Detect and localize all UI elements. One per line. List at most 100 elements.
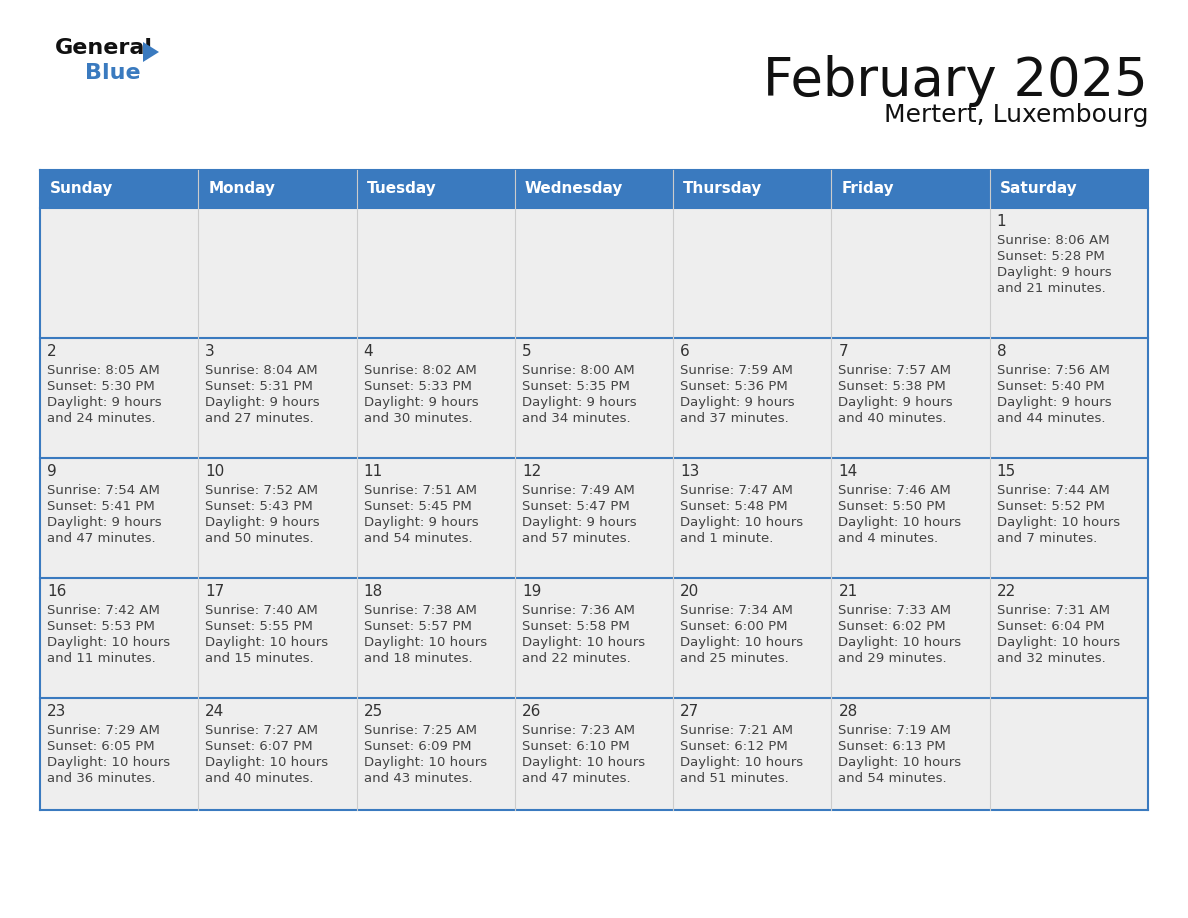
Bar — [990, 578, 1148, 698]
Text: and 15 minutes.: and 15 minutes. — [206, 652, 314, 665]
Text: Sunset: 5:38 PM: Sunset: 5:38 PM — [839, 380, 946, 393]
Bar — [832, 208, 990, 338]
Text: Sunrise: 7:54 AM: Sunrise: 7:54 AM — [48, 484, 160, 497]
Text: Sunset: 5:41 PM: Sunset: 5:41 PM — [48, 500, 154, 513]
Text: Daylight: 10 hours: Daylight: 10 hours — [364, 636, 487, 649]
Text: and 30 minutes.: and 30 minutes. — [364, 412, 472, 425]
Text: Sunset: 5:52 PM: Sunset: 5:52 PM — [997, 500, 1105, 513]
Text: Sunset: 6:12 PM: Sunset: 6:12 PM — [681, 740, 788, 753]
Text: Daylight: 10 hours: Daylight: 10 hours — [839, 516, 961, 529]
Bar — [198, 578, 356, 698]
Bar — [356, 458, 514, 578]
Text: 13: 13 — [681, 464, 700, 479]
Text: Sunrise: 7:51 AM: Sunrise: 7:51 AM — [364, 484, 476, 497]
Text: Daylight: 10 hours: Daylight: 10 hours — [522, 636, 645, 649]
Text: Daylight: 9 hours: Daylight: 9 hours — [522, 516, 637, 529]
Text: 22: 22 — [997, 584, 1016, 599]
Text: Daylight: 9 hours: Daylight: 9 hours — [522, 396, 637, 409]
Bar — [198, 208, 356, 338]
Bar — [198, 698, 356, 810]
Text: Sunrise: 7:33 AM: Sunrise: 7:33 AM — [839, 604, 952, 617]
Text: Daylight: 10 hours: Daylight: 10 hours — [522, 756, 645, 769]
Text: Sunset: 5:36 PM: Sunset: 5:36 PM — [681, 380, 788, 393]
Text: and 43 minutes.: and 43 minutes. — [364, 772, 472, 785]
Text: 4: 4 — [364, 344, 373, 359]
Bar — [514, 458, 674, 578]
Text: Daylight: 10 hours: Daylight: 10 hours — [48, 636, 170, 649]
Text: Sunrise: 7:47 AM: Sunrise: 7:47 AM — [681, 484, 794, 497]
Text: Sunset: 5:28 PM: Sunset: 5:28 PM — [997, 250, 1105, 263]
Text: Sunrise: 7:46 AM: Sunrise: 7:46 AM — [839, 484, 952, 497]
Text: February 2025: February 2025 — [763, 55, 1148, 107]
Text: and 47 minutes.: and 47 minutes. — [522, 772, 631, 785]
Text: Sunrise: 7:40 AM: Sunrise: 7:40 AM — [206, 604, 318, 617]
Text: 27: 27 — [681, 704, 700, 719]
Text: and 34 minutes.: and 34 minutes. — [522, 412, 631, 425]
Bar — [40, 458, 198, 578]
Bar — [832, 578, 990, 698]
Text: Sunset: 6:09 PM: Sunset: 6:09 PM — [364, 740, 472, 753]
Text: Sunrise: 7:25 AM: Sunrise: 7:25 AM — [364, 724, 476, 737]
Text: Sunrise: 8:05 AM: Sunrise: 8:05 AM — [48, 364, 159, 377]
Text: Thursday: Thursday — [683, 182, 763, 196]
Text: and 27 minutes.: and 27 minutes. — [206, 412, 314, 425]
Text: Sunset: 5:48 PM: Sunset: 5:48 PM — [681, 500, 788, 513]
Text: and 36 minutes.: and 36 minutes. — [48, 772, 156, 785]
Text: Daylight: 9 hours: Daylight: 9 hours — [681, 396, 795, 409]
Bar — [356, 208, 514, 338]
Text: Sunrise: 7:36 AM: Sunrise: 7:36 AM — [522, 604, 634, 617]
Text: Sunrise: 7:56 AM: Sunrise: 7:56 AM — [997, 364, 1110, 377]
Text: Sunrise: 8:02 AM: Sunrise: 8:02 AM — [364, 364, 476, 377]
Text: Daylight: 10 hours: Daylight: 10 hours — [364, 756, 487, 769]
Bar — [832, 458, 990, 578]
Text: Daylight: 10 hours: Daylight: 10 hours — [206, 636, 328, 649]
Text: 10: 10 — [206, 464, 225, 479]
Text: and 1 minute.: and 1 minute. — [681, 532, 773, 545]
Text: Sunrise: 7:27 AM: Sunrise: 7:27 AM — [206, 724, 318, 737]
Bar — [514, 578, 674, 698]
Text: Sunset: 5:55 PM: Sunset: 5:55 PM — [206, 620, 314, 633]
Bar — [990, 458, 1148, 578]
Bar — [990, 338, 1148, 458]
Bar — [990, 698, 1148, 810]
Bar — [40, 338, 198, 458]
Text: Sunset: 6:13 PM: Sunset: 6:13 PM — [839, 740, 946, 753]
Text: 8: 8 — [997, 344, 1006, 359]
Text: Sunset: 6:00 PM: Sunset: 6:00 PM — [681, 620, 788, 633]
Bar — [674, 698, 832, 810]
Text: and 32 minutes.: and 32 minutes. — [997, 652, 1106, 665]
Text: Sunrise: 7:44 AM: Sunrise: 7:44 AM — [997, 484, 1110, 497]
Text: 5: 5 — [522, 344, 531, 359]
Text: Sunset: 5:53 PM: Sunset: 5:53 PM — [48, 620, 154, 633]
Text: Sunrise: 8:06 AM: Sunrise: 8:06 AM — [997, 234, 1110, 247]
Bar — [674, 208, 832, 338]
Text: 25: 25 — [364, 704, 383, 719]
Text: 28: 28 — [839, 704, 858, 719]
Text: and 4 minutes.: and 4 minutes. — [839, 532, 939, 545]
Text: Sunday: Sunday — [50, 182, 113, 196]
Bar — [832, 698, 990, 810]
Bar — [514, 338, 674, 458]
Text: and 40 minutes.: and 40 minutes. — [206, 772, 314, 785]
Text: 15: 15 — [997, 464, 1016, 479]
Text: 16: 16 — [48, 584, 67, 599]
Bar — [674, 338, 832, 458]
Text: and 50 minutes.: and 50 minutes. — [206, 532, 314, 545]
Text: 6: 6 — [681, 344, 690, 359]
Text: 24: 24 — [206, 704, 225, 719]
Text: Sunrise: 8:00 AM: Sunrise: 8:00 AM — [522, 364, 634, 377]
Text: and 21 minutes.: and 21 minutes. — [997, 282, 1106, 295]
Text: 3: 3 — [206, 344, 215, 359]
Text: and 37 minutes.: and 37 minutes. — [681, 412, 789, 425]
Bar — [356, 578, 514, 698]
Text: Sunrise: 8:04 AM: Sunrise: 8:04 AM — [206, 364, 318, 377]
Text: Daylight: 9 hours: Daylight: 9 hours — [48, 396, 162, 409]
Text: Sunrise: 7:49 AM: Sunrise: 7:49 AM — [522, 484, 634, 497]
Bar — [198, 458, 356, 578]
Text: Daylight: 10 hours: Daylight: 10 hours — [681, 516, 803, 529]
Text: Daylight: 9 hours: Daylight: 9 hours — [364, 516, 479, 529]
Text: Daylight: 9 hours: Daylight: 9 hours — [206, 396, 320, 409]
Text: 17: 17 — [206, 584, 225, 599]
Text: 7: 7 — [839, 344, 848, 359]
Text: Daylight: 10 hours: Daylight: 10 hours — [681, 756, 803, 769]
